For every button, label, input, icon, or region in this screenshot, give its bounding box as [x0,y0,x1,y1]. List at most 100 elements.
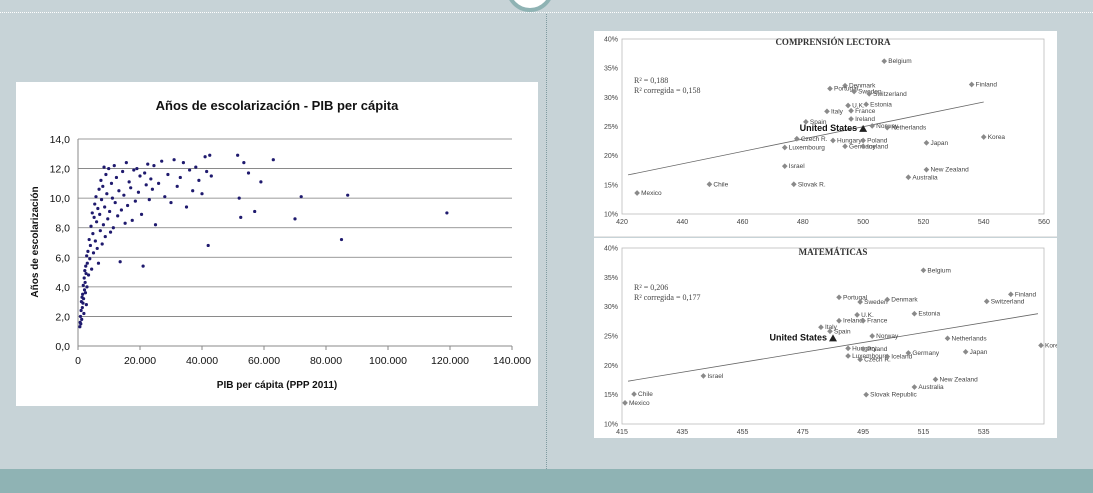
scatter-point [85,261,89,265]
scatter-point [114,175,119,180]
y-tick-label: 30% [604,304,618,311]
y-tick-label: 6,0 [55,252,70,264]
scatter-point [166,172,170,177]
scatter-point [123,221,127,225]
chart-title: COMPRENSIÓN LECTORA [775,37,891,47]
scatter-point [299,195,303,199]
country-label: Luxembourg [789,145,826,152]
x-tick-label: 140.000 [493,355,531,367]
scatter-point [83,280,87,285]
country-point [920,267,927,274]
scatter-point [89,224,93,228]
country-label: France [867,318,888,325]
chart-title: Años de escolarización - PIB per cápita [156,98,400,113]
scatter-point [85,285,89,289]
country-label: Finland [1015,291,1037,298]
scatter-point [108,230,113,234]
highlight-label: United States [800,123,858,133]
x-tick-label: 120.000 [431,355,469,367]
y-tick-label: 12,0 [50,164,71,176]
country-label: Israel [789,163,805,170]
y-tick-label: 15% [604,392,618,399]
country-point [923,140,930,146]
country-label: Chile [638,391,653,398]
country-label: Korea [988,134,1006,141]
country-label: Switzerland [991,298,1025,305]
country-point [848,116,854,122]
scatter-point [124,161,128,165]
country-label: Spain [834,328,851,335]
country-label: Netherlands [952,335,988,342]
y-tick-label: 35% [604,66,618,73]
country-label: Portugal [834,86,859,93]
country-label: Japan [970,349,988,356]
x-axis-label: PIB per cápita (PPP 2011) [217,380,337,391]
country-point [968,81,975,88]
top-border [0,0,1093,13]
y-tick-label: 10,0 [50,193,71,205]
mathematics-scatter-chart: MATEMÁTICAS 10% 15% 20% 25% 30% 35% 40% 415 435 45… [604,246,1057,437]
country-label: Czech R. [864,356,891,363]
country-point [781,163,788,169]
scatter-point [157,181,161,185]
country-point [911,310,918,317]
scatter-point [116,214,120,218]
x-tick-label: 480 [797,219,809,226]
country-point [869,333,876,339]
scatter-point [242,161,246,165]
country-point [905,174,912,181]
scatter-point [246,171,251,175]
r-squared-annotation: R² corregida = 0,177 [634,293,700,302]
scatter-point [107,166,111,171]
country-label: Belgium [888,58,911,65]
scatter-point [239,215,243,219]
country-label: Italy [831,108,844,115]
scatter-point [82,276,86,280]
x-tick-label: 455 [737,429,749,436]
scatter-point [100,242,104,246]
scatter-point [271,158,275,162]
scatter-point [200,192,204,196]
scatter-point [85,254,89,258]
y-tick-label: 0,0 [55,341,70,353]
scatter-point [83,291,88,295]
country-point [827,85,833,92]
country-point [845,102,851,109]
scatter-point [178,175,182,180]
country-label: Denmark [891,297,918,304]
country-label: Korea [1045,342,1057,349]
scatter-point [149,177,153,181]
country-point [836,294,842,301]
scatter-point [103,205,107,209]
scatter-point [133,199,137,203]
country-label: New Zealand [930,167,969,174]
plot-frame [621,247,1045,425]
scatter-point [194,165,198,169]
scatter-point [141,264,145,268]
country-point [836,317,842,324]
scatter-point [152,164,156,168]
x-tick-label: 460 [737,219,749,226]
country-label: Iceland [867,143,888,150]
scatter-point [112,164,116,168]
chart-title: MATEMÁTICAS [799,247,868,257]
scatter-point [82,311,86,316]
scatter-point [84,264,88,268]
x-tick-label: 0 [75,355,81,367]
y-tick-label: 25% [604,124,618,131]
scatter-point [121,169,125,174]
scatter-point [83,268,87,273]
scatter-point [86,273,91,277]
scatter-point [103,234,107,239]
scatter-point [253,209,257,214]
scatter-point [197,178,201,182]
country-point [830,137,836,144]
y-tick-label: 14,0 [50,134,71,146]
scatter-point [97,187,101,191]
country-point [980,134,987,140]
highlight-point [829,334,837,342]
country-point [634,190,640,196]
y-tick-label: 20% [604,153,618,160]
scatter-point [81,297,86,301]
country-point [827,328,833,335]
